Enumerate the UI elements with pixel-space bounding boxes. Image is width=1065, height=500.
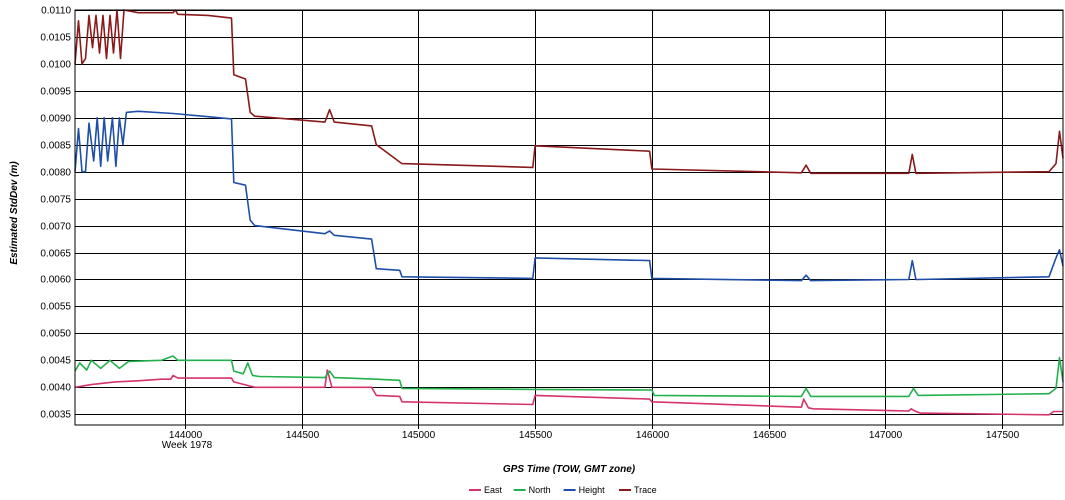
y-tick-label: 0.0085 [40, 141, 71, 152]
y-tick-label: 0.0045 [40, 356, 71, 367]
y-tick-label: 0.0050 [40, 329, 71, 340]
legend-label-east: East [484, 485, 503, 495]
plot-area-frame [74, 9, 1064, 426]
x-tick-label: 144500 [286, 430, 320, 441]
y-tick-label: 0.0065 [40, 249, 71, 260]
x-axis-title: GPS Time (TOW, GMT zone) [503, 464, 636, 475]
legend-label-height: Height [579, 485, 606, 495]
x-tick-label: 147000 [869, 430, 903, 441]
y-tick-label: 0.0075 [40, 195, 71, 206]
y-tick-label: 0.0055 [40, 302, 71, 313]
y-tick-label: 0.0070 [40, 222, 71, 233]
x-tick-label: 145000 [402, 430, 436, 441]
series-line-height [74, 110, 1064, 282]
x-tick-label: 144000 [169, 430, 203, 441]
week-label: Week 1978 [162, 440, 213, 451]
y-tick-label: 0.0080 [40, 168, 71, 179]
y-tick-label: 0.0035 [40, 410, 71, 421]
x-axis-ticks: 144000 144500 145000 145500 146000 146500 1470… [169, 425, 1020, 441]
legend-label-north: North [529, 485, 551, 495]
y-axis-ticks: 0.0035 0.0040 0.0045 0.0050 0.0055 0.0060 0.00… [40, 6, 71, 421]
series-line-north [74, 355, 1064, 398]
x-tick-label: 146000 [636, 430, 670, 441]
x-tick-label: 145500 [519, 430, 553, 441]
grid-lines [75, 10, 1063, 425]
y-tick-label: 0.0060 [40, 275, 71, 286]
y-tick-label: 0.0110 [41, 6, 71, 17]
y-tick-label: 0.0095 [40, 87, 71, 98]
legend: East North Height Trace [469, 485, 657, 495]
series-line-east [74, 369, 1063, 416]
y-tick-label: 0.0105 [40, 33, 71, 44]
series-line-trace [74, 9, 1064, 175]
y-tick-label: 0.0040 [40, 383, 71, 394]
x-tick-label: 146500 [753, 430, 787, 441]
x-tick-label: 147500 [986, 430, 1020, 441]
y-tick-label: 0.0090 [40, 114, 71, 125]
legend-label-trace: Trace [634, 485, 657, 495]
y-tick-label: 0.0100 [40, 60, 71, 71]
series-lines [74, 9, 1064, 416]
y-axis-title: Estimated StdDev (m) [9, 161, 20, 265]
